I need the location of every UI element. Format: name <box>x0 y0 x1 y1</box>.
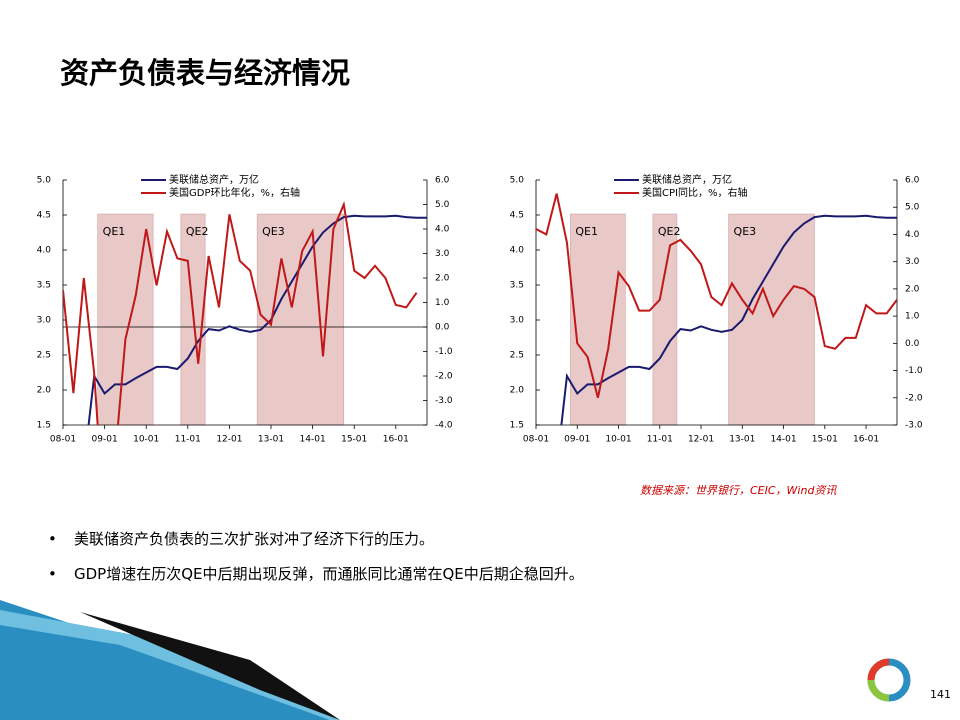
y2-tick-label: 0.0 <box>435 323 450 333</box>
x-tick-label: 12-01 <box>216 435 242 445</box>
source-note: 数据来源：世界银行，CEIC，Wind资讯 <box>640 484 837 497</box>
y2-tick-label: 3.0 <box>435 249 450 259</box>
y2-tick-label: 6.0 <box>435 176 450 186</box>
x-tick-label: 09-01 <box>564 435 590 445</box>
x-tick-label: 16-01 <box>853 435 879 445</box>
x-tick-label: 13-01 <box>258 435 284 445</box>
y2-tick-label: 0.0 <box>905 339 920 349</box>
y2-tick-label: -1.0 <box>905 366 923 376</box>
x-tick-label: 11-01 <box>175 435 201 445</box>
series-line <box>560 214 897 425</box>
qe-label: QE1 <box>575 225 598 238</box>
y2-tick-label: -1.0 <box>435 347 453 357</box>
legend-label: 美联储总资产，万亿 <box>169 173 259 186</box>
y-tick-label: 3.0 <box>510 316 525 326</box>
slide-title: 资产负债表与经济情况 <box>60 56 351 90</box>
y2-tick-label: 6.0 <box>905 176 920 186</box>
legend-label: 美联储总资产，万亿 <box>642 173 732 186</box>
y-tick-label: 3.0 <box>37 316 52 326</box>
y2-tick-label: 2.0 <box>905 284 920 294</box>
y2-tick-label: 1.0 <box>905 312 920 322</box>
y-tick-label: 5.0 <box>37 176 52 186</box>
y-tick-label: 5.0 <box>510 176 525 186</box>
qe-band <box>652 213 678 426</box>
y2-tick-label: 2.0 <box>435 274 450 284</box>
x-tick-label: 13-01 <box>729 435 755 445</box>
x-tick-label: 08-01 <box>523 435 549 445</box>
x-tick-label: 10-01 <box>605 435 631 445</box>
bullet: GDP增速在历次QE中后期出现反弹，而通胀同比通常在QE中后期企稳回升。 <box>48 563 584 584</box>
y2-tick-label: 4.0 <box>435 225 450 235</box>
y2-tick-label: 5.0 <box>435 200 450 210</box>
y2-tick-label: 4.0 <box>905 230 920 240</box>
y-tick-label: 1.5 <box>510 421 524 431</box>
y-tick-label: 2.5 <box>37 351 51 361</box>
y2-tick-label: -3.0 <box>905 421 923 431</box>
y2-tick-label: -2.0 <box>905 393 923 403</box>
y-tick-label: 2.0 <box>510 386 525 396</box>
y-tick-label: 4.0 <box>510 246 525 256</box>
y-tick-label: 4.5 <box>510 211 524 221</box>
page-number: 141 <box>930 688 951 701</box>
y-tick-label: 3.5 <box>510 281 524 291</box>
x-tick-label: 15-01 <box>341 435 367 445</box>
y-tick-label: 2.0 <box>37 386 52 396</box>
y-tick-label: 4.0 <box>37 246 52 256</box>
bullet-list: 美联储资产负债表的三次扩张对冲了经济下行的压力。 GDP增速在历次QE中后期出现… <box>48 528 584 598</box>
legend-label: 美国CPI同比，%，右轴 <box>642 186 747 199</box>
y-tick-label: 4.5 <box>37 211 51 221</box>
bullet: 美联储资产负债表的三次扩张对冲了经济下行的压力。 <box>48 528 584 549</box>
x-tick-label: 08-01 <box>50 435 76 445</box>
y-tick-label: 3.5 <box>37 281 51 291</box>
qe-band <box>570 213 626 426</box>
y-tick-label: 2.5 <box>510 351 524 361</box>
y2-tick-label: 3.0 <box>905 257 920 267</box>
x-tick-label: 10-01 <box>133 435 159 445</box>
series-line <box>63 200 418 425</box>
decoration <box>0 600 911 720</box>
y2-tick-label: 5.0 <box>905 203 920 213</box>
y2-tick-label: -2.0 <box>435 372 453 382</box>
x-tick-label: 12-01 <box>688 435 714 445</box>
x-tick-label: 16-01 <box>383 435 409 445</box>
x-tick-label: 15-01 <box>812 435 838 445</box>
qe-label: QE3 <box>262 225 285 238</box>
y2-tick-label: 1.0 <box>435 298 450 308</box>
qe-label: QE2 <box>186 225 209 238</box>
x-tick-label: 14-01 <box>770 435 796 445</box>
y-tick-label: 1.5 <box>37 421 51 431</box>
qe-label: QE2 <box>658 225 681 238</box>
x-tick-label: 11-01 <box>647 435 673 445</box>
qe-label: QE1 <box>103 225 126 238</box>
y2-tick-label: -4.0 <box>435 421 453 431</box>
x-tick-label: 09-01 <box>92 435 118 445</box>
legend-label: 美国GDP环比年化，%，右轴 <box>169 186 300 199</box>
y2-tick-label: -3.0 <box>435 396 453 406</box>
series-line <box>536 193 897 399</box>
qe-label: QE3 <box>734 225 757 238</box>
x-tick-label: 14-01 <box>300 435 326 445</box>
series-line <box>87 214 427 425</box>
